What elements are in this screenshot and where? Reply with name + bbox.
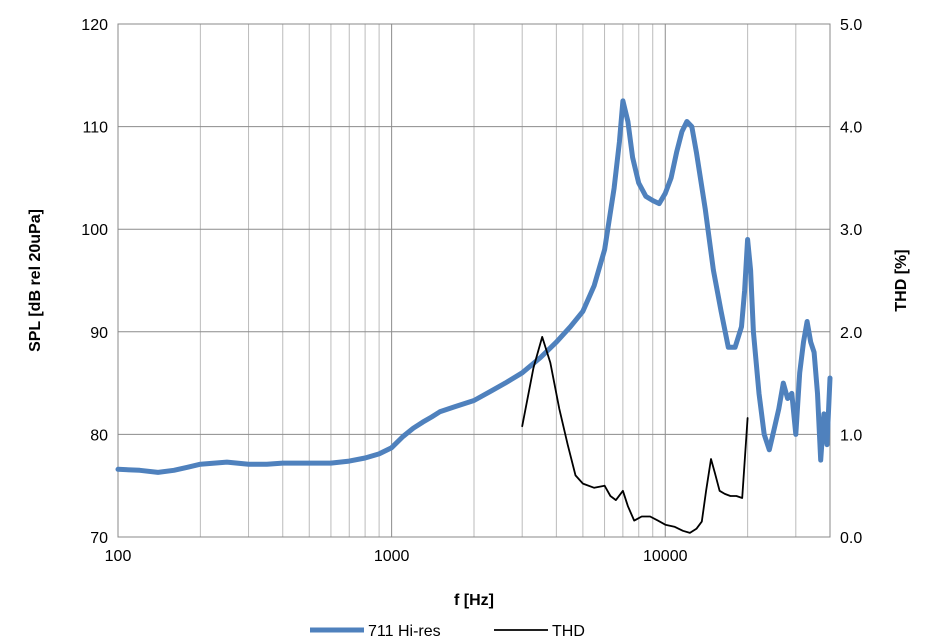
y-left-tick-label: 100 [81, 222, 108, 239]
grid-lines [118, 24, 830, 537]
x-tick-label: 100 [105, 548, 132, 565]
legend-label-thd: THD [552, 623, 585, 640]
y-left-tick-label: 70 [90, 530, 108, 547]
legend: 711 Hi-res THD [310, 623, 585, 640]
y-right-tick-label: 4.0 [840, 120, 862, 137]
y-right-tick-label: 5.0 [840, 17, 862, 34]
tick-labels: 100 1000 10000 70 80 90 100 110 120 0.0 1.0 2.0 3.0 4… [81, 17, 862, 565]
y-left-tick-label: 90 [90, 325, 108, 342]
plot-area-frame [117, 23, 831, 538]
y-right-tick-label: 1.0 [840, 427, 862, 444]
y-right-tick-label: 2.0 [840, 325, 862, 342]
y-left-tick-label: 80 [90, 427, 108, 444]
x-tick-label: 1000 [374, 548, 410, 565]
x-tick-label: 10000 [643, 548, 688, 565]
y-right-tick-label: 0.0 [840, 530, 862, 547]
legend-label-711-hi-res: 711 Hi-res [368, 623, 441, 640]
y-axis-left-title: SPL [dB rel 20uPa] [27, 209, 44, 352]
data-series [115, 98, 833, 534]
y-left-tick-label: 120 [81, 17, 108, 34]
y-left-tick-label: 110 [82, 120, 108, 137]
series-line-thd [521, 335, 749, 534]
y-right-tick-label: 3.0 [840, 222, 862, 239]
series-line-711-hi-res [115, 98, 833, 475]
y-axis-right-title: THD [%] [893, 249, 910, 311]
x-axis-title: f [Hz] [454, 592, 494, 609]
